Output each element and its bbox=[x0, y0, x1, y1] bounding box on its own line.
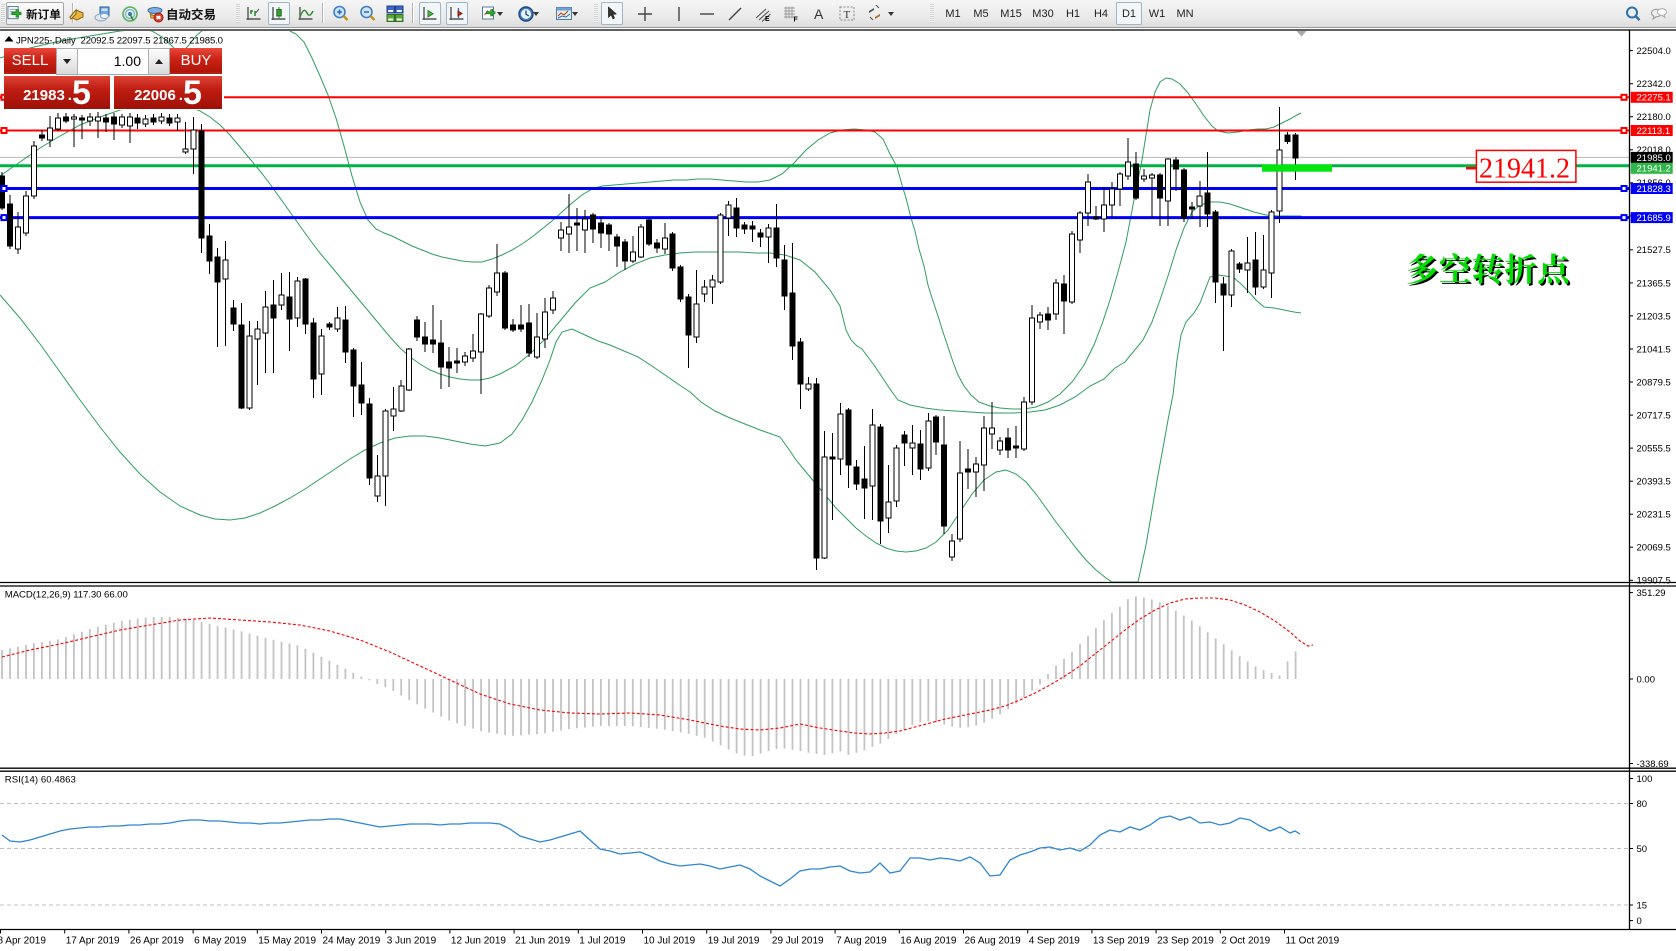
svg-text:-338.69: -338.69 bbox=[1637, 759, 1669, 770]
svg-text:21041.5: 21041.5 bbox=[1637, 344, 1671, 355]
svg-text:4 Sep 2019: 4 Sep 2019 bbox=[1029, 936, 1081, 947]
svg-text:20555.5: 20555.5 bbox=[1637, 444, 1671, 455]
svg-text:22504.0: 22504.0 bbox=[1637, 46, 1671, 57]
svg-text:21941.2: 21941.2 bbox=[1637, 164, 1671, 175]
svg-text:26 Apr 2019: 26 Apr 2019 bbox=[130, 936, 184, 947]
svg-text:20879.5: 20879.5 bbox=[1637, 377, 1671, 388]
svg-text:21 Jun 2019: 21 Jun 2019 bbox=[515, 936, 570, 947]
svg-text:7 Aug 2019: 7 Aug 2019 bbox=[836, 936, 887, 947]
svg-text:21203.5: 21203.5 bbox=[1637, 311, 1671, 322]
svg-text:F: F bbox=[794, 16, 799, 23]
svg-text:22275.1: 22275.1 bbox=[1637, 93, 1671, 104]
svg-text:1 Jul 2019: 1 Jul 2019 bbox=[579, 936, 626, 947]
svg-text:11 Oct 2019: 11 Oct 2019 bbox=[1286, 936, 1340, 947]
svg-text:20393.5: 20393.5 bbox=[1637, 477, 1671, 488]
svg-text:0.00: 0.00 bbox=[1637, 674, 1656, 685]
svg-text:21365.5: 21365.5 bbox=[1637, 278, 1671, 289]
svg-text:A: A bbox=[814, 6, 824, 22]
svg-text:22342.0: 22342.0 bbox=[1637, 79, 1671, 90]
svg-text:21985.0: 21985.0 bbox=[1637, 153, 1671, 164]
svg-text:13 Sep 2019: 13 Sep 2019 bbox=[1093, 936, 1150, 947]
svg-text:23 Sep 2019: 23 Sep 2019 bbox=[1157, 936, 1214, 947]
svg-text:20231.5: 20231.5 bbox=[1637, 510, 1671, 521]
svg-text:21828.3: 21828.3 bbox=[1637, 184, 1671, 195]
svg-text:20069.5: 20069.5 bbox=[1637, 543, 1671, 554]
svg-text:24 May 2019: 24 May 2019 bbox=[323, 936, 381, 947]
svg-text:T: T bbox=[844, 9, 851, 21]
svg-text:21941.2: 21941.2 bbox=[1479, 154, 1570, 185]
svg-text:29 Jul 2019: 29 Jul 2019 bbox=[772, 936, 824, 947]
svg-text:E: E bbox=[765, 16, 770, 23]
svg-text:15: 15 bbox=[1637, 900, 1648, 911]
svg-text:22018.0: 22018.0 bbox=[1637, 145, 1671, 156]
svg-text:19907.5: 19907.5 bbox=[1637, 576, 1671, 587]
svg-text:6 May 2019: 6 May 2019 bbox=[194, 936, 247, 947]
svg-text:17 Apr 2019: 17 Apr 2019 bbox=[66, 936, 120, 947]
svg-text:50: 50 bbox=[1637, 844, 1648, 855]
svg-text:RSI(14) 60.4863: RSI(14) 60.4863 bbox=[5, 775, 76, 786]
svg-text:JPN225-,Daily 22092.5 22097.5: JPN225-,Daily 22092.5 22097.5 21867.5 21… bbox=[16, 36, 223, 47]
svg-text:19 Jul 2019: 19 Jul 2019 bbox=[708, 936, 760, 947]
svg-text:0: 0 bbox=[1637, 916, 1642, 927]
svg-text:21527.5: 21527.5 bbox=[1637, 245, 1671, 256]
svg-text:26 Aug 2019: 26 Aug 2019 bbox=[965, 936, 1022, 947]
svg-text:MACD(12,26,9) 117.30 66.00: MACD(12,26,9) 117.30 66.00 bbox=[5, 590, 128, 601]
svg-text:22180.0: 22180.0 bbox=[1637, 112, 1671, 123]
svg-text:21685.9: 21685.9 bbox=[1637, 213, 1671, 224]
svg-text:16 Aug 2019: 16 Aug 2019 bbox=[900, 936, 957, 947]
svg-text:100: 100 bbox=[1637, 774, 1653, 785]
svg-text:80: 80 bbox=[1637, 799, 1648, 810]
svg-text:15 May 2019: 15 May 2019 bbox=[258, 936, 316, 947]
svg-text:3 Jun 2019: 3 Jun 2019 bbox=[387, 936, 437, 947]
svg-text:12 Jun 2019: 12 Jun 2019 bbox=[451, 936, 506, 947]
svg-text:22113.1: 22113.1 bbox=[1637, 126, 1671, 137]
svg-text:2 Oct 2019: 2 Oct 2019 bbox=[1221, 936, 1270, 947]
svg-text:20717.5: 20717.5 bbox=[1637, 411, 1671, 422]
svg-text:10 Jul 2019: 10 Jul 2019 bbox=[644, 936, 696, 947]
svg-text:8 Apr 2019: 8 Apr 2019 bbox=[0, 936, 46, 947]
svg-text:351.29: 351.29 bbox=[1637, 588, 1666, 599]
